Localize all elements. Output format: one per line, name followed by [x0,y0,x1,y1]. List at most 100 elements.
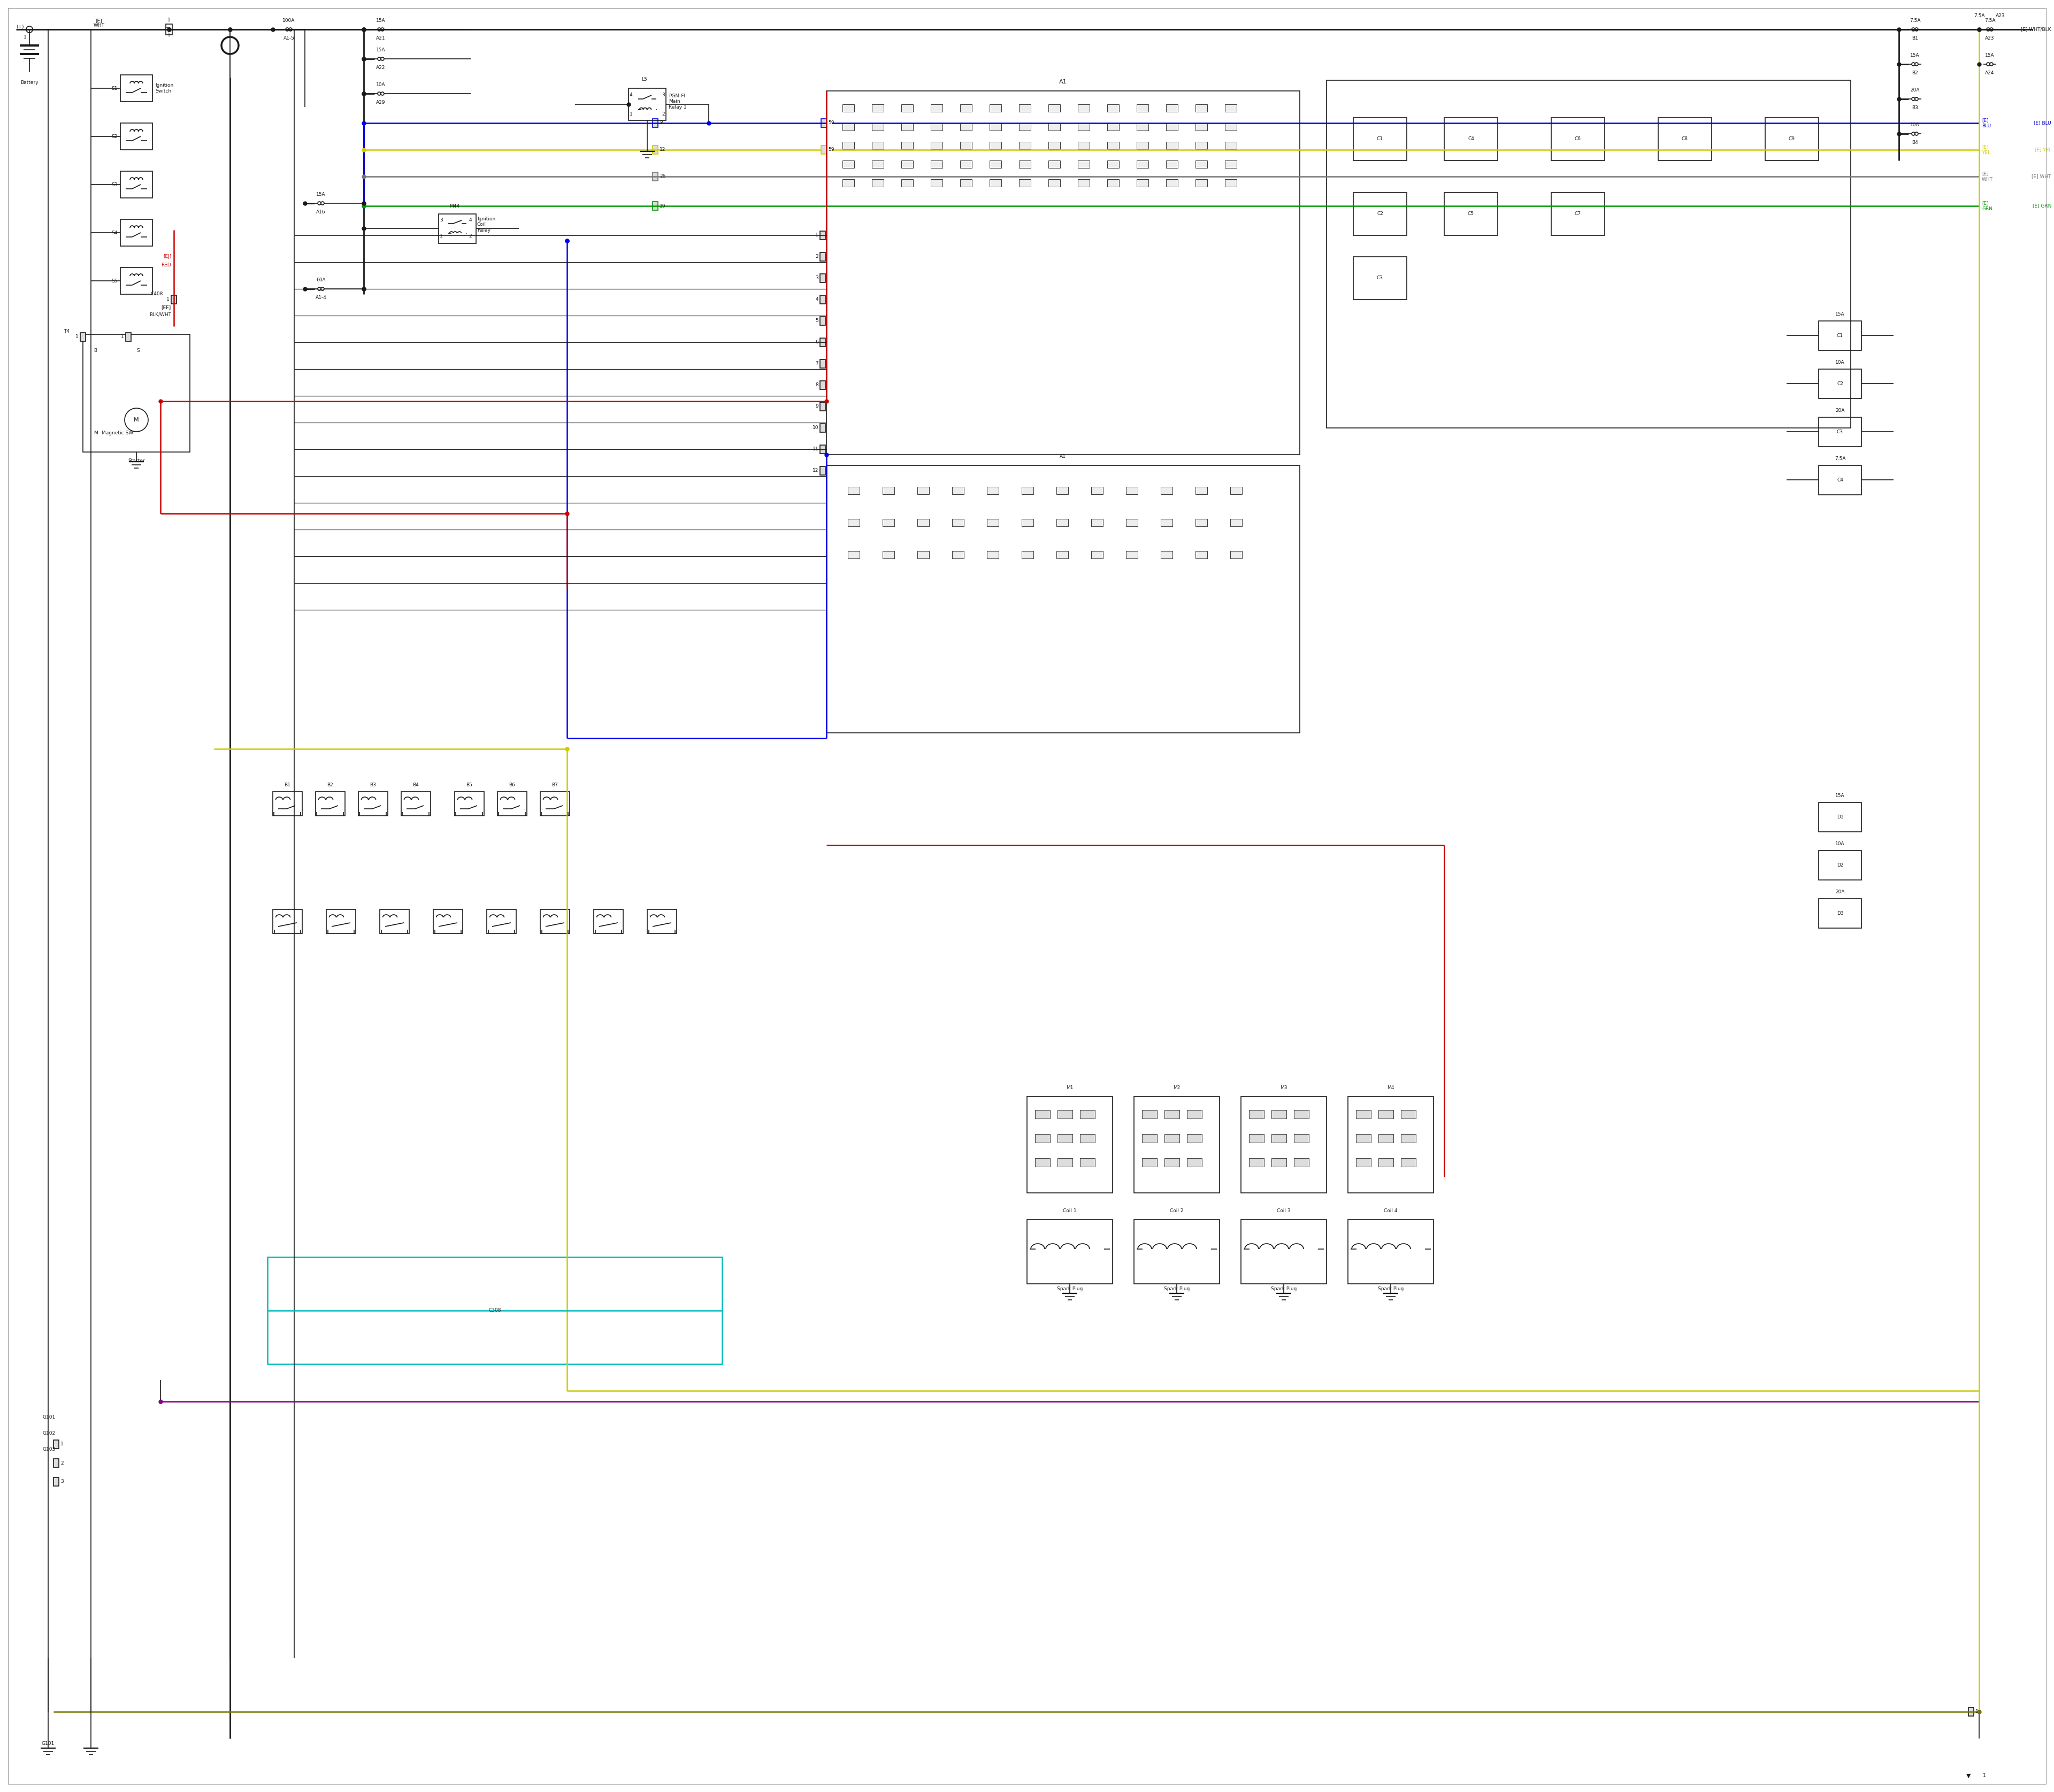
Bar [1187,1134,1202,1143]
Text: [E]
WHT: [E] WHT [1982,172,1992,181]
Bar [1078,104,1089,111]
Text: [E] BLU: [E] BLU [2033,120,2052,125]
Text: Battery: Battery [21,81,39,84]
Bar [1294,1109,1308,1118]
Text: C9: C9 [1789,136,1795,142]
Text: S2: S2 [111,134,117,138]
Bar [1167,104,1177,111]
Bar [1551,118,1604,161]
Bar [121,267,152,294]
Text: [E] WHT/BLK: [E] WHT/BLK [2021,27,2052,32]
Bar [1378,1134,1393,1143]
Text: A1: A1 [1060,453,1066,459]
Bar [1271,1158,1286,1167]
Bar [1019,179,1031,186]
Text: T1: T1 [166,27,173,32]
Bar [1354,256,1407,299]
Text: Spark Plug: Spark Plug [1058,1287,1082,1292]
Bar [820,317,826,324]
Bar [121,124,152,151]
Bar [1165,1109,1179,1118]
Bar [487,909,516,934]
Text: A23: A23 [1996,14,2005,18]
Bar [820,466,826,475]
Bar [166,23,173,34]
Bar [1294,1158,1308,1167]
Text: 4: 4 [815,297,817,303]
Bar [1078,161,1089,168]
Text: C3: C3 [1376,276,1382,281]
Bar [848,550,859,559]
Text: A21: A21 [376,36,386,41]
Bar [871,124,883,131]
Text: M1: M1 [1066,1086,1074,1090]
Bar [986,487,998,495]
Bar [902,142,914,149]
Bar [125,333,131,340]
Text: [E]
BLU: [E] BLU [1982,118,1990,129]
Bar [1142,1109,1156,1118]
Bar [1230,487,1243,495]
Bar [327,909,355,934]
Bar [1230,520,1243,527]
Bar [121,219,152,246]
Text: 19: 19 [659,204,665,208]
Text: 20A: 20A [1910,88,1920,93]
Bar [540,909,569,934]
Text: D3: D3 [1836,910,1842,916]
Text: 7.5A: 7.5A [1974,14,1984,18]
Bar [594,909,622,934]
Bar [1126,550,1138,559]
Bar [1019,161,1031,168]
Bar [1056,520,1068,527]
Bar [848,520,859,527]
Bar [1048,161,1060,168]
Bar [1136,161,1148,168]
Text: Magnetic SW: Magnetic SW [101,430,134,435]
Bar [1271,1109,1286,1118]
Text: A24: A24 [1984,70,1994,75]
Text: M2: M2 [1173,1086,1181,1090]
Text: A22: A22 [376,65,386,70]
Text: B1: B1 [1912,36,1918,41]
Text: B3: B3 [1912,106,1918,109]
Bar [1195,487,1208,495]
Bar [1080,1109,1095,1118]
Text: 15A: 15A [1836,312,1844,317]
Bar [986,520,998,527]
Text: S1: S1 [111,86,117,91]
Bar [1035,1134,1050,1143]
Bar [826,91,1300,455]
Text: C4: C4 [1469,136,1475,142]
Bar [1165,1134,1179,1143]
Text: S4: S4 [111,231,117,235]
Text: B7: B7 [553,783,559,787]
Bar [647,909,676,934]
Bar [918,520,928,527]
Bar [1195,179,1208,186]
Bar [820,382,826,389]
Text: 1: 1 [76,335,78,339]
Text: M: M [134,418,140,423]
Bar [820,274,826,283]
Bar [1224,179,1237,186]
Bar [1658,118,1711,161]
Bar [820,423,826,432]
Bar [990,124,1002,131]
Bar [842,104,854,111]
Bar [930,104,943,111]
Bar [959,124,972,131]
Text: 20A: 20A [1836,889,1844,894]
Text: (+): (+) [16,25,25,30]
Text: S5: S5 [111,278,117,283]
Bar [1136,179,1148,186]
Text: 15A: 15A [1984,54,1994,57]
Bar [1167,142,1177,149]
Bar [842,161,854,168]
Text: 3: 3 [60,1480,64,1484]
Text: Spark Plug: Spark Plug [1165,1287,1189,1292]
Text: C1: C1 [1836,333,1842,339]
Text: 10A: 10A [1910,122,1920,127]
Bar [170,296,177,305]
Text: B3: B3 [370,783,376,787]
